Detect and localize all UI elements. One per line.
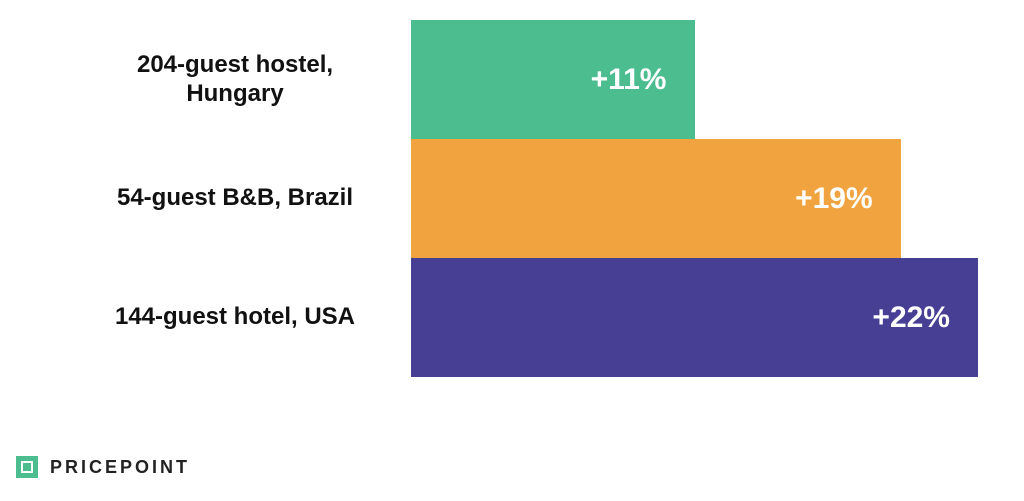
brand: PRICEPOINT [16,456,190,478]
bar: +22% [411,258,978,377]
category-label: 144-guest hotel, USA [114,303,356,331]
bar: +19% [411,139,901,258]
brand-name: PRICEPOINT [50,456,191,477]
value-label: +11% [590,62,667,96]
value-label: +22% [872,300,950,334]
value-label: +19% [795,181,873,215]
brand-logo [16,456,38,478]
category-label: 204-guest hostel, Hungary [136,50,334,107]
bar: +11% [411,20,695,139]
category-label: 54-guest B&B, Brazil [116,184,354,212]
